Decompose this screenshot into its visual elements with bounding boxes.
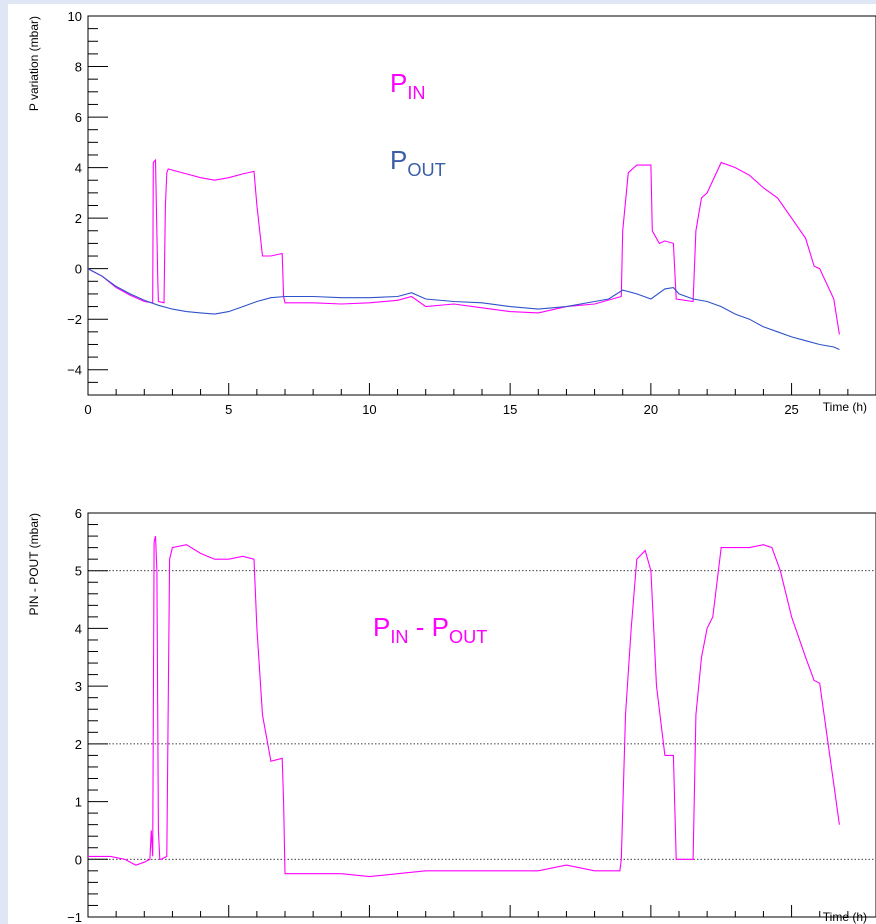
annotation-label: PIN - POUT: [373, 612, 487, 647]
x-tick-label: 25: [784, 402, 798, 417]
y-tick-label: 2: [75, 211, 82, 226]
series-line-pin-pout: [88, 535, 840, 878]
y-tick-label: 3: [75, 679, 82, 694]
x-axis-title: Time (h): [823, 400, 867, 414]
y-tick-label: 8: [75, 60, 82, 75]
figure-canvas: 0 5 10 15 20 25 −4 −2 0 2 4 6 8 10 Time (h) P variation…: [8, 4, 876, 924]
plot-frame: [87, 15, 876, 396]
y-tick-label: 0: [75, 852, 82, 867]
x-tick-label: 0: [84, 402, 91, 417]
y-tick-label: −4: [67, 363, 82, 378]
series-line-p-out: [88, 268, 840, 351]
y-tick-label: 2: [75, 737, 82, 752]
annotation-label: PIN: [390, 68, 426, 103]
y-tick-label: 0: [75, 262, 82, 277]
x-tick-label: 20: [644, 402, 658, 417]
chart-panel-1: 0 5 10 15 20 25 −4 −2 0 2 4 6 8 10 Time (h) P variation…: [27, 9, 876, 417]
y-tick-label: −2: [67, 312, 82, 327]
y-tick-label: 10: [68, 9, 82, 24]
y-tick-label: 6: [75, 506, 82, 521]
y-tick-label: 5: [75, 564, 82, 579]
y-tick-label: 6: [75, 110, 82, 125]
y-tick-label: 1: [75, 795, 82, 810]
x-tick-label: 10: [362, 402, 376, 417]
plot-frame: [87, 512, 876, 918]
x-axis-title: Time (h): [823, 910, 867, 924]
y-tick-label: 4: [75, 621, 82, 636]
y-tick-label: 4: [75, 161, 82, 176]
x-tick-label: 15: [503, 402, 517, 417]
x-tick-label: 5: [225, 402, 232, 417]
y-axis-title: PIN - POUT (mbar): [27, 513, 41, 615]
y-tick-label: −1: [67, 910, 82, 924]
annotation-label: POUT: [390, 145, 446, 180]
y-axis-title: P variation (mbar): [27, 16, 41, 111]
series-line-p-in: [88, 158, 840, 335]
